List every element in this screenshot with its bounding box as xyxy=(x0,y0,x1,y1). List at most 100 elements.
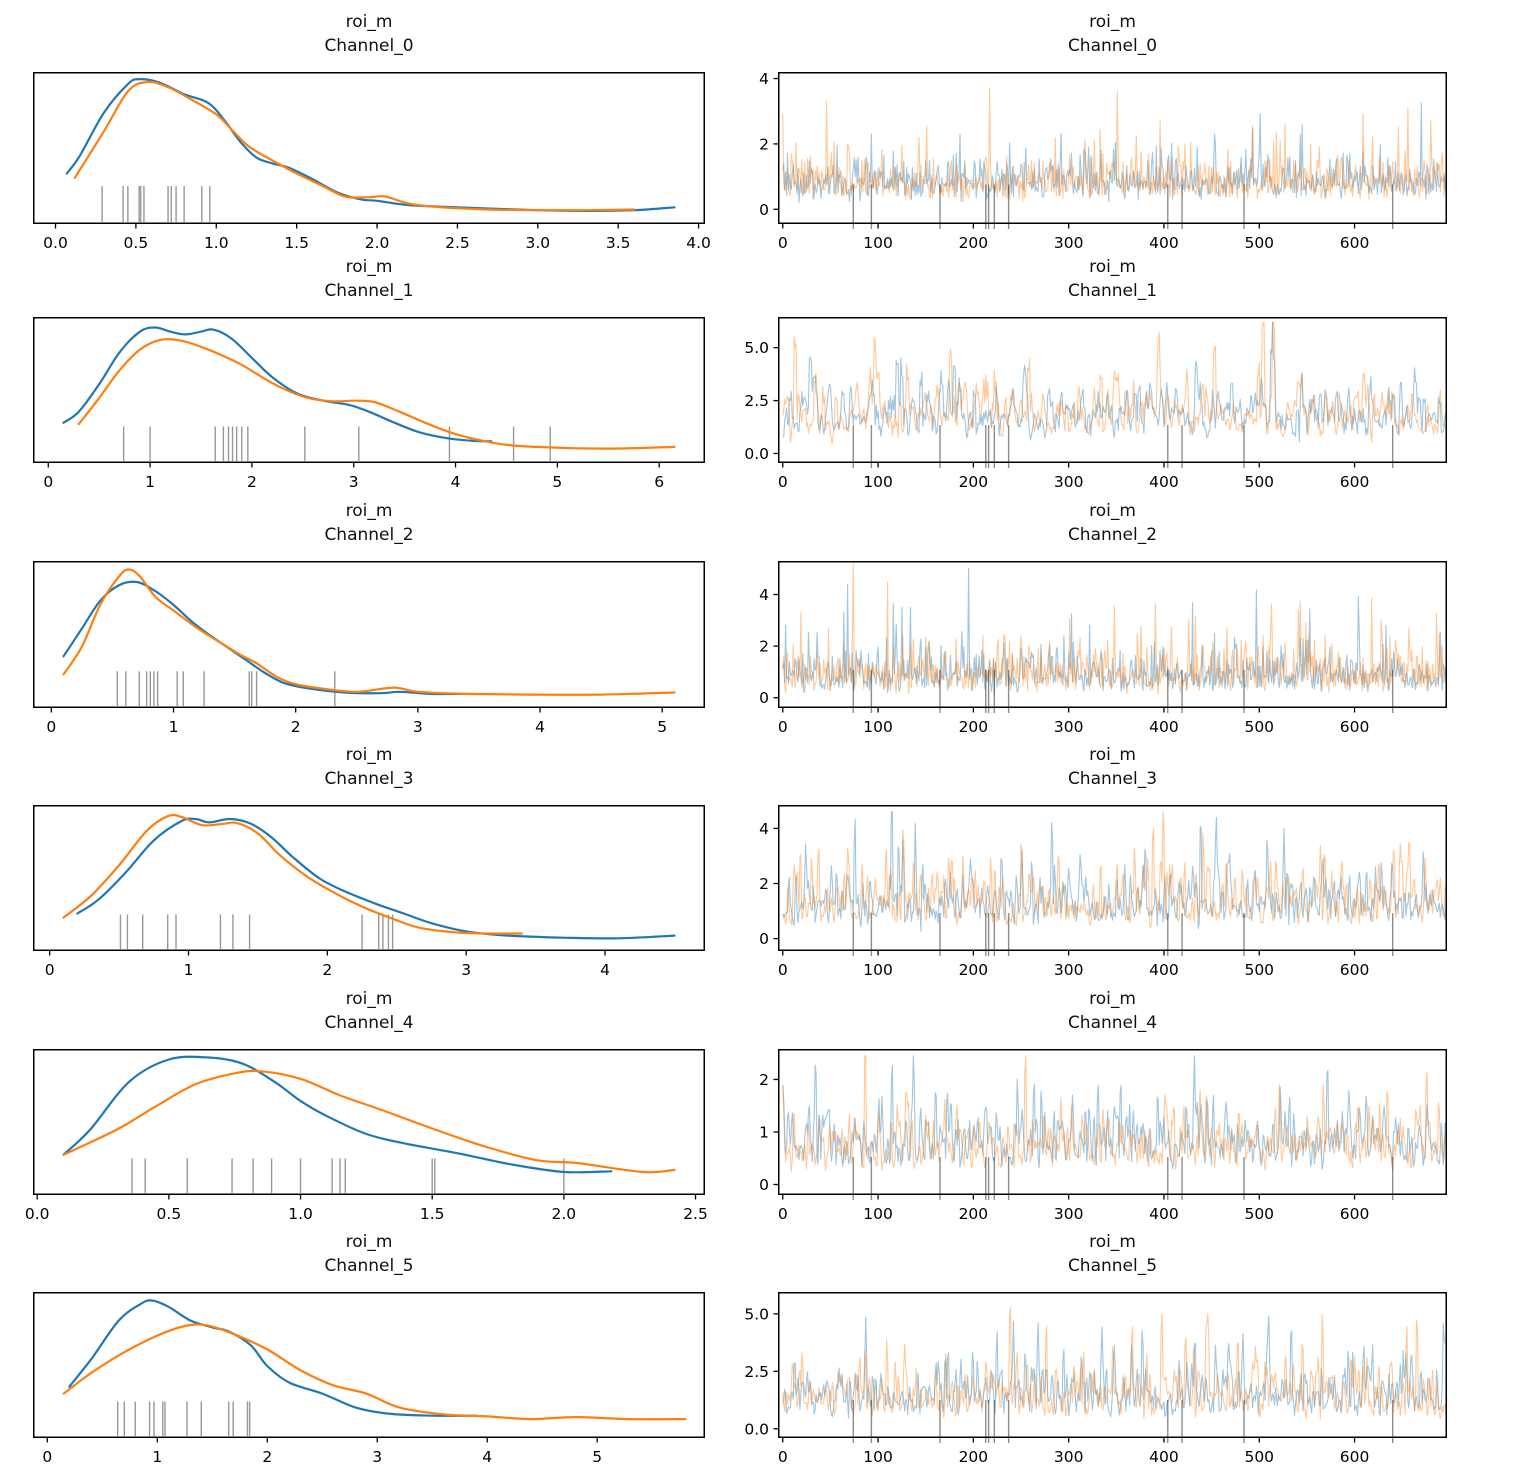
svg-text:0.5: 0.5 xyxy=(157,1205,182,1223)
kde-curve-blue xyxy=(62,580,462,696)
svg-text:2: 2 xyxy=(759,135,769,153)
axes-spine xyxy=(778,561,1447,708)
plot-title-ts-channel-0: roi_m Channel_0 xyxy=(728,10,1447,58)
plot-title-kde-channel-4: roi_m Channel_4 xyxy=(33,987,705,1035)
plot-title-ts-channel-2: roi_m Channel_2 xyxy=(728,499,1447,547)
svg-text:2: 2 xyxy=(759,638,769,656)
kde-curve-orange xyxy=(62,568,676,696)
timeseries-trace-blue xyxy=(782,1055,1447,1171)
svg-text:0: 0 xyxy=(42,1448,52,1466)
svg-text:500: 500 xyxy=(1244,234,1274,252)
svg-text:2: 2 xyxy=(759,875,769,893)
svg-text:2: 2 xyxy=(322,961,332,979)
svg-text:200: 200 xyxy=(959,234,989,252)
svg-text:300: 300 xyxy=(1054,718,1084,736)
svg-text:1.5: 1.5 xyxy=(420,1205,445,1223)
kde-plot-channel-2: 0 1 2 3 4 5 xyxy=(33,561,705,736)
kde-curve-orange xyxy=(62,1069,676,1174)
title-line-2: Channel_3 xyxy=(324,769,414,789)
svg-text:300: 300 xyxy=(1054,961,1084,979)
axes-spine xyxy=(33,805,705,951)
svg-text:0: 0 xyxy=(759,1176,769,1194)
title-line-1: roi_m xyxy=(345,745,393,765)
timeseries-trace-blue xyxy=(782,1315,1447,1419)
title-line-2: Channel_0 xyxy=(324,36,414,56)
kde-curve-blue xyxy=(65,78,676,212)
svg-text:300: 300 xyxy=(1054,1205,1084,1223)
svg-text:0: 0 xyxy=(778,1205,788,1223)
title-line-1: roi_m xyxy=(345,257,393,277)
svg-text:0: 0 xyxy=(778,718,788,736)
svg-text:1: 1 xyxy=(145,473,155,491)
timeseries-plot-channel-0: 0 100 200 300 400 500 600 0 2 4 xyxy=(759,70,1447,252)
plot-title-ts-channel-5: roi_m Channel_5 xyxy=(728,1230,1447,1278)
svg-text:5: 5 xyxy=(657,718,667,736)
svg-text:1.5: 1.5 xyxy=(284,234,309,252)
axes-spine xyxy=(778,72,1447,224)
kde-curve-orange xyxy=(62,1323,687,1421)
svg-text:2: 2 xyxy=(247,473,257,491)
title-line-2: Channel_1 xyxy=(1067,281,1158,301)
svg-text:0.0: 0.0 xyxy=(25,1205,50,1223)
timeseries-trace-blue xyxy=(782,102,1447,203)
svg-text:100: 100 xyxy=(863,1205,893,1223)
svg-text:3.5: 3.5 xyxy=(606,234,631,252)
svg-text:5.0: 5.0 xyxy=(744,339,769,357)
svg-text:3: 3 xyxy=(372,1448,382,1466)
svg-text:600: 600 xyxy=(1340,234,1370,252)
svg-text:0: 0 xyxy=(778,1448,788,1466)
kde-curve-blue xyxy=(62,326,493,443)
svg-text:500: 500 xyxy=(1244,473,1274,491)
svg-text:2.5: 2.5 xyxy=(744,1363,769,1381)
svg-text:2.0: 2.0 xyxy=(552,1205,577,1223)
svg-text:4: 4 xyxy=(482,1448,492,1466)
plot-title-kde-channel-2: roi_m Channel_2 xyxy=(33,499,705,547)
svg-text:600: 600 xyxy=(1340,718,1370,736)
axes-spine xyxy=(33,1292,705,1438)
svg-text:400: 400 xyxy=(1149,473,1179,491)
title-line-2: Channel_2 xyxy=(324,525,414,545)
title-line-2: Channel_4 xyxy=(1067,1013,1158,1033)
timeseries-trace-orange xyxy=(782,87,1447,204)
title-line-2: Channel_5 xyxy=(1067,1256,1158,1276)
svg-text:1: 1 xyxy=(184,961,194,979)
title-line-1: roi_m xyxy=(345,1232,393,1252)
svg-text:5: 5 xyxy=(552,473,562,491)
svg-text:100: 100 xyxy=(863,234,893,252)
svg-text:100: 100 xyxy=(863,1448,893,1466)
plot-title-ts-channel-1: roi_m Channel_1 xyxy=(728,255,1447,303)
svg-text:6: 6 xyxy=(654,473,664,491)
timeseries-plot-channel-4: 0 100 200 300 400 500 600 0 1 2 xyxy=(759,1049,1447,1223)
plot-title-kde-channel-3: roi_m Channel_3 xyxy=(33,743,705,791)
title-line-1: roi_m xyxy=(1089,1232,1136,1252)
plot-title-kde-channel-0: roi_m Channel_0 xyxy=(33,10,705,58)
kde-plot-channel-0: 0.0 0.5 1.0 1.5 2.0 2.5 3.0 3.5 4.0 xyxy=(33,72,711,252)
kde-curve-orange xyxy=(77,338,676,450)
svg-text:0.5: 0.5 xyxy=(124,234,149,252)
svg-text:0.0: 0.0 xyxy=(744,445,769,463)
svg-text:4: 4 xyxy=(759,70,769,88)
axes-spine xyxy=(778,1049,1447,1195)
svg-text:5.0: 5.0 xyxy=(744,1305,769,1323)
timeseries-plot-channel-2: 0 100 200 300 400 500 600 0 2 4 xyxy=(759,561,1447,736)
svg-text:0.0: 0.0 xyxy=(744,1420,769,1438)
timeseries-plot-channel-3: 0 100 200 300 400 500 600 0 2 4 xyxy=(759,805,1447,979)
svg-text:2: 2 xyxy=(262,1448,272,1466)
svg-text:3: 3 xyxy=(413,718,423,736)
svg-text:2.5: 2.5 xyxy=(744,392,769,410)
axes-spine xyxy=(778,805,1447,951)
timeseries-trace-blue xyxy=(782,567,1447,695)
svg-text:4.0: 4.0 xyxy=(686,234,711,252)
timeseries-trace-blue xyxy=(782,811,1447,932)
title-line-2: Channel_4 xyxy=(324,1013,414,1033)
plot-title-kde-channel-5: roi_m Channel_5 xyxy=(33,1230,705,1278)
axes-spine xyxy=(778,1292,1447,1438)
title-line-2: Channel_2 xyxy=(1067,525,1158,545)
svg-text:400: 400 xyxy=(1149,234,1179,252)
plot-title-kde-channel-1: roi_m Channel_1 xyxy=(33,255,705,303)
axes-spine xyxy=(33,72,705,224)
svg-text:300: 300 xyxy=(1054,473,1084,491)
kde-curve-orange xyxy=(62,813,523,935)
svg-text:400: 400 xyxy=(1149,1448,1179,1466)
